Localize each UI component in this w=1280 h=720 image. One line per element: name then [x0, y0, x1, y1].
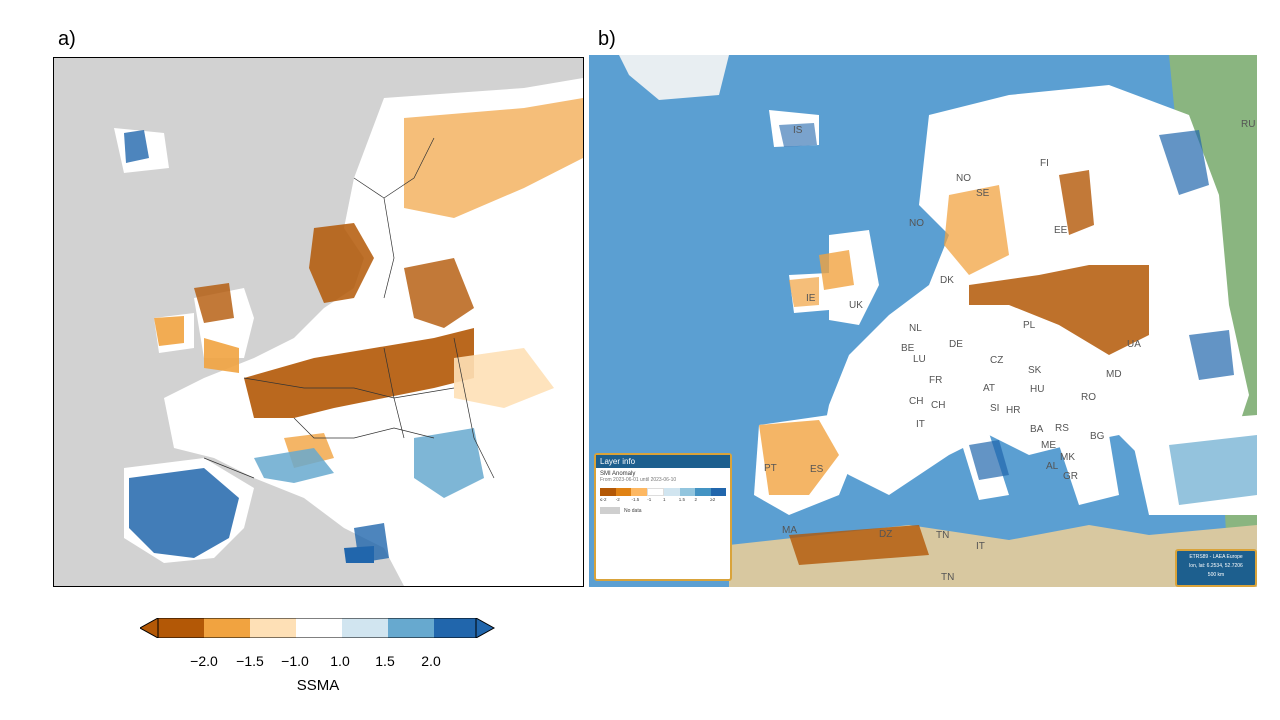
li-tick: 1.5	[678, 497, 686, 502]
cc-label: PL	[1023, 320, 1036, 331]
cc-label: SE	[976, 188, 990, 199]
layer-info-nodata: No data	[600, 507, 726, 514]
layer-info-ticks: ≤-2 -2 -1.5 -1 1 1.5 2 ≥2	[600, 497, 726, 502]
colorbar-svg	[140, 618, 496, 638]
cc-label: RU	[1241, 119, 1255, 130]
colorbar-extend-high	[475, 618, 496, 638]
greenland-ice	[619, 55, 729, 100]
cc-label: TN	[936, 530, 949, 541]
cc-label: CZ	[990, 355, 1003, 366]
cc-label: MK	[1060, 452, 1075, 463]
cc-label: BA	[1030, 424, 1044, 435]
li-tick: ≤-2	[600, 497, 607, 502]
colorbar-bin	[250, 618, 296, 638]
cc-label: PT	[764, 463, 777, 474]
cc-label: NO	[909, 218, 924, 229]
cc-label: SI	[990, 403, 999, 414]
cc-label: TN	[941, 572, 954, 583]
cc-label: DZ	[879, 529, 892, 540]
colorbar	[140, 618, 496, 638]
cc-label: FI	[1040, 158, 1049, 169]
panel-a-label: a)	[58, 28, 76, 50]
cc-label: IS	[793, 125, 803, 136]
cc-label: ES	[810, 464, 824, 475]
cc-label: SK	[1028, 365, 1042, 376]
cc-label: IT	[916, 419, 925, 430]
cc-label: RO	[1081, 392, 1096, 403]
cc-label: IE	[806, 293, 816, 304]
layer-info-swatches	[600, 488, 726, 496]
cc-label: UA	[1127, 339, 1141, 350]
dry-anomaly-areas	[154, 98, 583, 468]
colorbar-tick: 1.0	[330, 653, 350, 669]
cc-label: HR	[1006, 405, 1020, 416]
layer-info-header: Layer info	[596, 455, 730, 468]
colorbar-label: SSMA	[296, 677, 340, 694]
cc-label: CH	[931, 400, 945, 411]
layer-info-panel: Layer info SMI Anomaly From 2023-06-01 u…	[594, 453, 732, 581]
scale-box-coords: lon, lat: 6.2534, 52.7206	[1189, 563, 1243, 569]
layer-info-subtitle: From 2023-06-01 until 2023-06-10	[600, 477, 677, 483]
map-b-canvas: IS FI NO SE NO EE DK IE UK PL NL BE DE C…	[619, 55, 1257, 587]
wet-anomaly-areas	[124, 130, 484, 563]
scale-box-crs: ETRS89 - LAEA Europe	[1189, 554, 1243, 560]
colorbar-tick: 1.5	[375, 653, 395, 669]
colorbar-bin	[434, 618, 476, 638]
cc-label: BE	[901, 343, 915, 354]
cc-label: MD	[1106, 369, 1122, 380]
map-a	[53, 57, 584, 587]
colorbar-bin	[296, 618, 342, 638]
cc-label: RS	[1055, 423, 1069, 434]
colorbar-tick: −1.5	[236, 653, 264, 669]
cc-label: FR	[929, 375, 942, 386]
colorbar-tick: −1.0	[281, 653, 309, 669]
colorbar-bin	[388, 618, 434, 638]
scale-box-scale: 500 km	[1207, 572, 1225, 578]
cc-label: DK	[940, 275, 954, 286]
map-b: IS FI NO SE NO EE DK IE UK PL NL BE DE C…	[589, 55, 1257, 587]
wet-anomaly-areas-b	[779, 123, 1257, 505]
colorbar-tick: 2.0	[421, 653, 441, 669]
dry-anomaly-areas-b	[759, 170, 1149, 565]
cc-label: UK	[849, 300, 863, 311]
colorbar-bin	[204, 618, 250, 638]
country-codes: IS FI NO SE NO EE DK IE UK PL NL BE DE C…	[764, 119, 1255, 583]
cc-label: IT	[976, 541, 985, 552]
colorbar-outline	[157, 618, 477, 638]
cc-label: MA	[782, 525, 797, 536]
cc-label: AT	[983, 383, 995, 394]
panel-b-label: b)	[598, 28, 616, 50]
cc-label: DE	[949, 339, 963, 350]
li-tick: -2	[615, 497, 620, 502]
cc-label: BG	[1090, 431, 1105, 442]
li-tick: 1	[663, 497, 666, 502]
li-tick: ≥2	[710, 497, 716, 502]
layer-info-title: SMI Anomaly	[600, 471, 636, 477]
country-borders	[203, 137, 495, 479]
cc-label: AL	[1046, 461, 1059, 472]
cc-label: HU	[1030, 384, 1044, 395]
cc-label: NL	[909, 323, 922, 334]
cc-label: LU	[913, 354, 926, 365]
scale-box: ETRS89 - LAEA Europe lon, lat: 6.2534, 5…	[1175, 549, 1257, 587]
colorbar-bin	[158, 618, 204, 638]
li-tick: -1.5	[631, 497, 640, 502]
cc-label: EE	[1054, 225, 1068, 236]
colorbar-bin	[342, 618, 388, 638]
li-tick: -1	[647, 497, 652, 502]
li-nodata-label: No data	[624, 507, 642, 514]
colorbar-extend-low	[140, 618, 159, 638]
colorbar-tick: −2.0	[190, 653, 218, 669]
cc-label: GR	[1063, 471, 1078, 482]
map-a-canvas	[114, 78, 583, 586]
cc-label: ME	[1041, 440, 1056, 451]
li-tick: 2	[694, 497, 698, 502]
cc-label: NO	[956, 173, 971, 184]
cc-label: CH	[909, 396, 923, 407]
